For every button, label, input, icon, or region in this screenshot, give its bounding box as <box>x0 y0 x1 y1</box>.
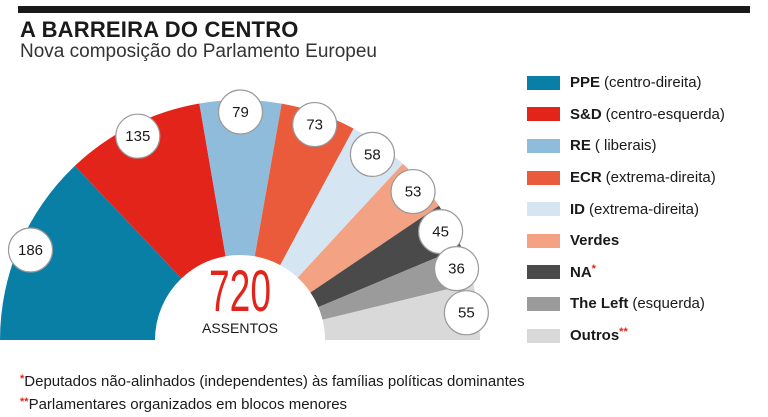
value-badge-circle <box>349 131 395 177</box>
legend: PPE (centro-direita) S&D (centro-esquerda) R… <box>527 67 762 351</box>
top-rule <box>18 6 750 13</box>
value-badge-circle <box>115 113 161 159</box>
slice-0 <box>0 165 182 340</box>
legend-swatch <box>527 107 560 122</box>
legend-item-3: ECR (extrema-direita) <box>527 162 762 194</box>
legend-swatch <box>527 202 560 217</box>
legend-abbr: ID <box>570 200 585 218</box>
value-badge-circle <box>443 290 489 336</box>
legend-item-2: RE( liberais) <box>527 130 762 162</box>
legend-abbr: Outros** <box>570 326 628 345</box>
value-label: 135 <box>125 128 150 145</box>
value-badge-circle <box>7 227 54 273</box>
value-badge-8: 55 <box>443 290 489 336</box>
legend-swatch <box>527 138 560 153</box>
footnote-0: *Deputados não-alinhados (independentes)… <box>20 371 525 394</box>
footnote-mark: * <box>20 373 25 385</box>
legend-abbr: The Left <box>570 295 629 313</box>
chart-value-badges: 186 135 79 73 58 53 45 36 55 <box>7 89 489 336</box>
legend-swatch <box>527 265 560 280</box>
legend-desc: (centro-esquerda) <box>605 105 725 123</box>
value-label: 45 <box>432 224 449 241</box>
value-badge-circle <box>292 101 338 148</box>
value-badge-circle <box>217 89 264 135</box>
legend-swatch <box>527 328 560 343</box>
legend-swatch <box>527 233 560 248</box>
value-label: 58 <box>364 146 381 163</box>
total-seats-label: ASSENTOS <box>202 320 278 336</box>
legend-swatch <box>527 296 560 311</box>
legend-desc: (extrema-direita) <box>589 200 700 218</box>
legend-desc: (extrema-direita) <box>605 169 716 187</box>
chart-title: A BARREIRA DO CENTRO <box>20 17 299 42</box>
value-label: 73 <box>306 117 323 134</box>
parliament-chart: 186 135 79 73 58 53 45 36 55 720 ASSENTOS <box>0 89 489 340</box>
footnote-mark: ** <box>20 396 29 408</box>
value-label: 53 <box>405 184 422 201</box>
legend-footnote-mark: ** <box>619 326 628 339</box>
legend-desc: ( liberais) <box>594 137 657 155</box>
value-badge-5: 53 <box>390 168 436 215</box>
legend-desc: (esquerda) <box>632 295 705 313</box>
footnote-1: **Parlamentares organizados em blocos me… <box>20 394 525 417</box>
legend-item-5: Verdes <box>527 225 762 257</box>
slice-1 <box>74 103 226 279</box>
value-badge-2: 79 <box>217 89 264 135</box>
value-label: 186 <box>18 242 43 259</box>
legend-swatch <box>527 75 560 90</box>
footnote-text: Parlamentares organizados em blocos meno… <box>28 396 348 413</box>
legend-item-0: PPE (centro-direita) <box>527 67 762 99</box>
legend-item-1: S&D (centro-esquerda) <box>527 99 762 131</box>
legend-abbr: RE <box>570 137 591 155</box>
legend-abbr: S&D <box>570 105 602 123</box>
slice-3 <box>254 103 354 266</box>
legend-footnote-mark: * <box>591 262 596 275</box>
footnotes: *Deputados não-alinhados (independentes)… <box>20 371 525 417</box>
value-badge-1: 135 <box>115 113 161 159</box>
legend-abbr: ECR <box>570 169 602 187</box>
legend-abbr: NA* <box>570 262 596 281</box>
value-badge-4: 58 <box>349 131 395 177</box>
value-badge-circle <box>433 246 480 292</box>
chart-subtitle: Nova composição do Parlamento Europeu <box>20 41 377 62</box>
value-badge-circle <box>390 168 436 215</box>
legend-item-8: Outros** <box>527 320 762 352</box>
value-badge-3: 73 <box>292 101 338 148</box>
slice-2 <box>199 100 282 257</box>
footnote-text: Deputados não-alinhados (independentes) … <box>24 373 525 390</box>
value-badge-0: 186 <box>7 227 54 273</box>
total-seats-value: 720 <box>209 259 271 324</box>
legend-abbr: PPE <box>570 74 601 92</box>
legend-item-6: NA* <box>527 257 762 289</box>
legend-item-7: The Left (esquerda) <box>527 288 762 320</box>
value-badge-7: 36 <box>433 246 480 292</box>
legend-desc: (centro-direita) <box>604 74 702 92</box>
value-label: 79 <box>232 104 249 121</box>
value-label: 36 <box>448 261 465 278</box>
legend-item-4: ID (extrema-direita) <box>527 193 762 225</box>
value-label: 55 <box>458 305 475 322</box>
legend-abbr: Verdes <box>570 232 620 250</box>
legend-swatch <box>527 170 560 185</box>
slice-8 <box>322 282 480 340</box>
